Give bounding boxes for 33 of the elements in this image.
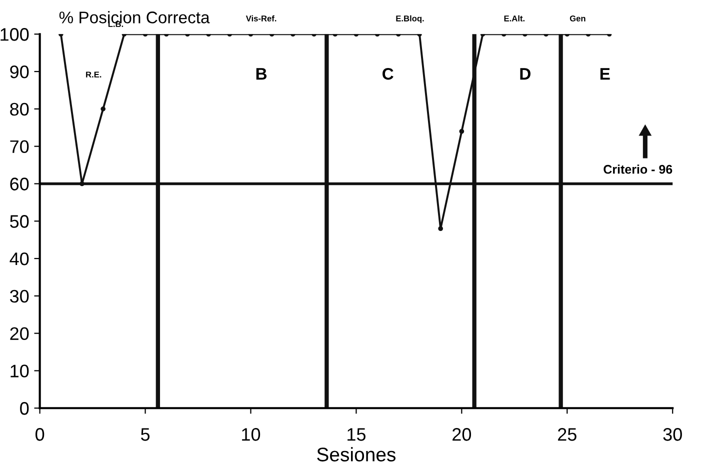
y-tick-label: 90 (10, 65, 29, 78)
x-tick-label: 15 (348, 428, 366, 441)
text: E.Alt. (504, 15, 524, 22)
ref-line-label: Criterio - 96 (604, 164, 672, 174)
text: Vis-Ref. (246, 15, 276, 22)
y-tick-label: 60 (10, 178, 29, 190)
annotation: R.E. (86, 72, 102, 78)
y-tick-label: 100 (0, 28, 29, 41)
x-tick-label: 0 (36, 428, 44, 441)
x-tick-label: 5 (140, 428, 150, 441)
y-tick-label: 20 (10, 327, 29, 340)
x-axis-title: Sesiones (317, 447, 396, 462)
point (459, 128, 464, 134)
annotation: B (256, 68, 267, 80)
annotation: C (382, 68, 394, 80)
x-tick-label: 20 (452, 428, 472, 441)
y-tick-label: 40 (10, 252, 29, 266)
y-tick-label: 50 (10, 215, 29, 228)
x-tick-label: 30 (663, 428, 682, 441)
annotation: E (600, 68, 610, 80)
point (438, 226, 444, 232)
y-tick-label: 0 (20, 402, 29, 415)
point (100, 106, 106, 112)
y-tick-label: 10 (10, 364, 29, 378)
text: E.Bloq. (396, 15, 424, 24)
y-tick-label: 80 (10, 102, 29, 116)
y-tick-label: 70 (10, 140, 29, 154)
chart-title: % Posicion Correcta (59, 11, 210, 24)
y-tick-label: 30 (10, 290, 29, 303)
annotation: D (520, 68, 530, 80)
x-tick-label: 25 (558, 428, 576, 441)
x-tick-label: 10 (242, 428, 260, 441)
text: Gen (570, 16, 586, 22)
